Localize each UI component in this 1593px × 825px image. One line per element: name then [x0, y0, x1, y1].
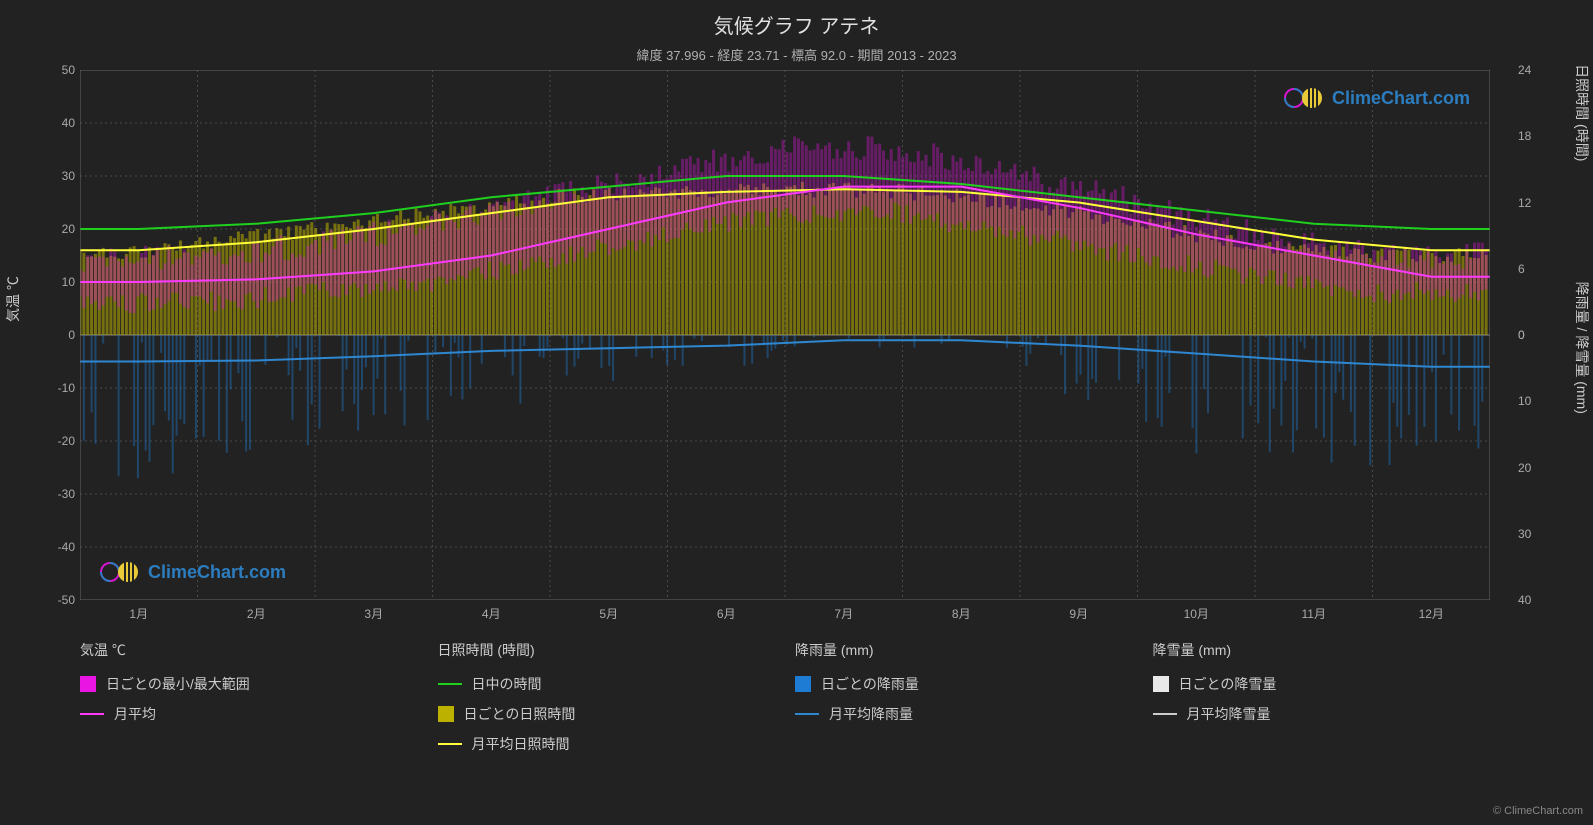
x-tick: 6月	[717, 605, 736, 622]
legend-item: 日ごとの降雨量	[795, 674, 1133, 694]
x-tick: 8月	[952, 605, 971, 622]
legend-item: 月平均降雪量	[1153, 704, 1491, 724]
y-axis-right-bottom-label: 降雨量 / 降雪量 (mm)	[1572, 282, 1592, 414]
legend-group: 降雪量 (mm) 日ごとの降雪量月平均降雪量	[1153, 640, 1491, 754]
x-tick: 7月	[834, 605, 853, 622]
watermark-top: ClimeChart.com	[1284, 85, 1470, 111]
legend-header: 降雨量 (mm)	[795, 640, 1133, 660]
legend-item: 日ごとの最小/最大範囲	[80, 674, 418, 694]
legend-group: 降雨量 (mm) 日ごとの降雨量月平均降雨量	[795, 640, 1133, 754]
legend-swatch	[438, 743, 462, 745]
y-tick-left: -50	[58, 593, 75, 607]
watermark-bottom: ClimeChart.com	[100, 559, 286, 585]
watermark-logo-icon	[100, 559, 140, 585]
legend-item: 月平均	[80, 704, 418, 724]
x-tick: 2月	[247, 605, 266, 622]
legend-swatch	[438, 706, 454, 722]
legend-label: 日ごとの降雨量	[821, 674, 919, 694]
legend-group: 気温 ℃ 日ごとの最小/最大範囲月平均	[80, 640, 418, 754]
legend-swatch	[80, 676, 96, 692]
y-tick-right: 10	[1518, 394, 1531, 408]
legend-item: 日中の時間	[438, 674, 776, 694]
legend-item: 月平均日照時間	[438, 734, 776, 754]
legend-swatch	[80, 713, 104, 715]
y-axis-right-bottom: 010203040	[1518, 70, 1573, 600]
legend-item: 月平均降雨量	[795, 704, 1133, 724]
y-tick-right: 40	[1518, 593, 1531, 607]
y-axis-left: 50403020100-10-20-30-40-50	[20, 70, 75, 600]
chart-subtitle: 緯度 37.996 - 経度 23.71 - 標高 92.0 - 期間 2013…	[0, 39, 1593, 64]
watermark-text: ClimeChart.com	[148, 562, 286, 583]
y-tick-left: -30	[58, 487, 75, 501]
legend-label: 日中の時間	[472, 674, 542, 694]
legend: 気温 ℃ 日ごとの最小/最大範囲月平均 日照時間 (時間) 日中の時間日ごとの日照時間…	[80, 640, 1490, 754]
legend-label: 月平均	[114, 704, 156, 724]
legend-item: 日ごとの降雪量	[1153, 674, 1491, 694]
x-tick: 3月	[364, 605, 383, 622]
climate-chart-container: 気候グラフ アテネ 緯度 37.996 - 経度 23.71 - 標高 92.0…	[0, 0, 1593, 825]
x-axis: 1月 2月 3月 4月 5月 6月 7月 8月 9月 10月 11月 12月	[80, 605, 1490, 625]
x-tick: 4月	[482, 605, 501, 622]
legend-header: 降雪量 (mm)	[1153, 640, 1491, 660]
y-tick-left: -10	[58, 381, 75, 395]
legend-label: 日ごとの最小/最大範囲	[106, 674, 250, 694]
y-tick-right: 0	[1518, 328, 1525, 342]
y-tick-right: 30	[1518, 527, 1531, 541]
watermark-logo-icon	[1284, 85, 1324, 111]
watermark-text: ClimeChart.com	[1332, 88, 1470, 109]
legend-item: 日ごとの日照時間	[438, 704, 776, 724]
legend-swatch	[1153, 713, 1177, 715]
x-tick: 12月	[1419, 605, 1444, 622]
y-axis-right-top-label: 日照時間 (時間)	[1572, 64, 1592, 161]
climate-plot-svg	[80, 70, 1490, 600]
y-tick-left: 50	[62, 63, 75, 77]
copyright-text: © ClimeChart.com	[1493, 805, 1583, 817]
y-tick-left: -20	[58, 434, 75, 448]
y-tick-left: 20	[62, 222, 75, 236]
legend-group: 日照時間 (時間) 日中の時間日ごとの日照時間月平均日照時間	[438, 640, 776, 754]
legend-swatch	[795, 676, 811, 692]
chart-title: 気候グラフ アテネ	[0, 0, 1593, 39]
x-tick: 5月	[599, 605, 618, 622]
y-tick-left: 0	[68, 328, 75, 342]
y-tick-right: 20	[1518, 461, 1531, 475]
plot-area: ClimeChart.com ClimeChart.com	[80, 70, 1490, 600]
legend-header: 気温 ℃	[80, 640, 418, 660]
x-tick: 1月	[129, 605, 148, 622]
legend-label: 日ごとの日照時間	[464, 704, 576, 724]
x-tick: 10月	[1184, 605, 1209, 622]
legend-swatch	[795, 713, 819, 715]
legend-label: 月平均降雪量	[1187, 704, 1271, 724]
x-tick: 11月	[1302, 605, 1326, 622]
legend-swatch	[1153, 676, 1169, 692]
x-tick: 9月	[1069, 605, 1088, 622]
rain-daily-bars	[84, 335, 1482, 478]
legend-label: 月平均日照時間	[472, 734, 570, 754]
y-tick-left: 10	[62, 275, 75, 289]
y-tick-left: -40	[58, 540, 75, 554]
y-tick-left: 30	[62, 169, 75, 183]
y-tick-left: 40	[62, 116, 75, 130]
legend-swatch	[438, 683, 462, 685]
legend-label: 日ごとの降雪量	[1179, 674, 1277, 694]
legend-header: 日照時間 (時間)	[438, 640, 776, 660]
legend-label: 月平均降雨量	[829, 704, 913, 724]
